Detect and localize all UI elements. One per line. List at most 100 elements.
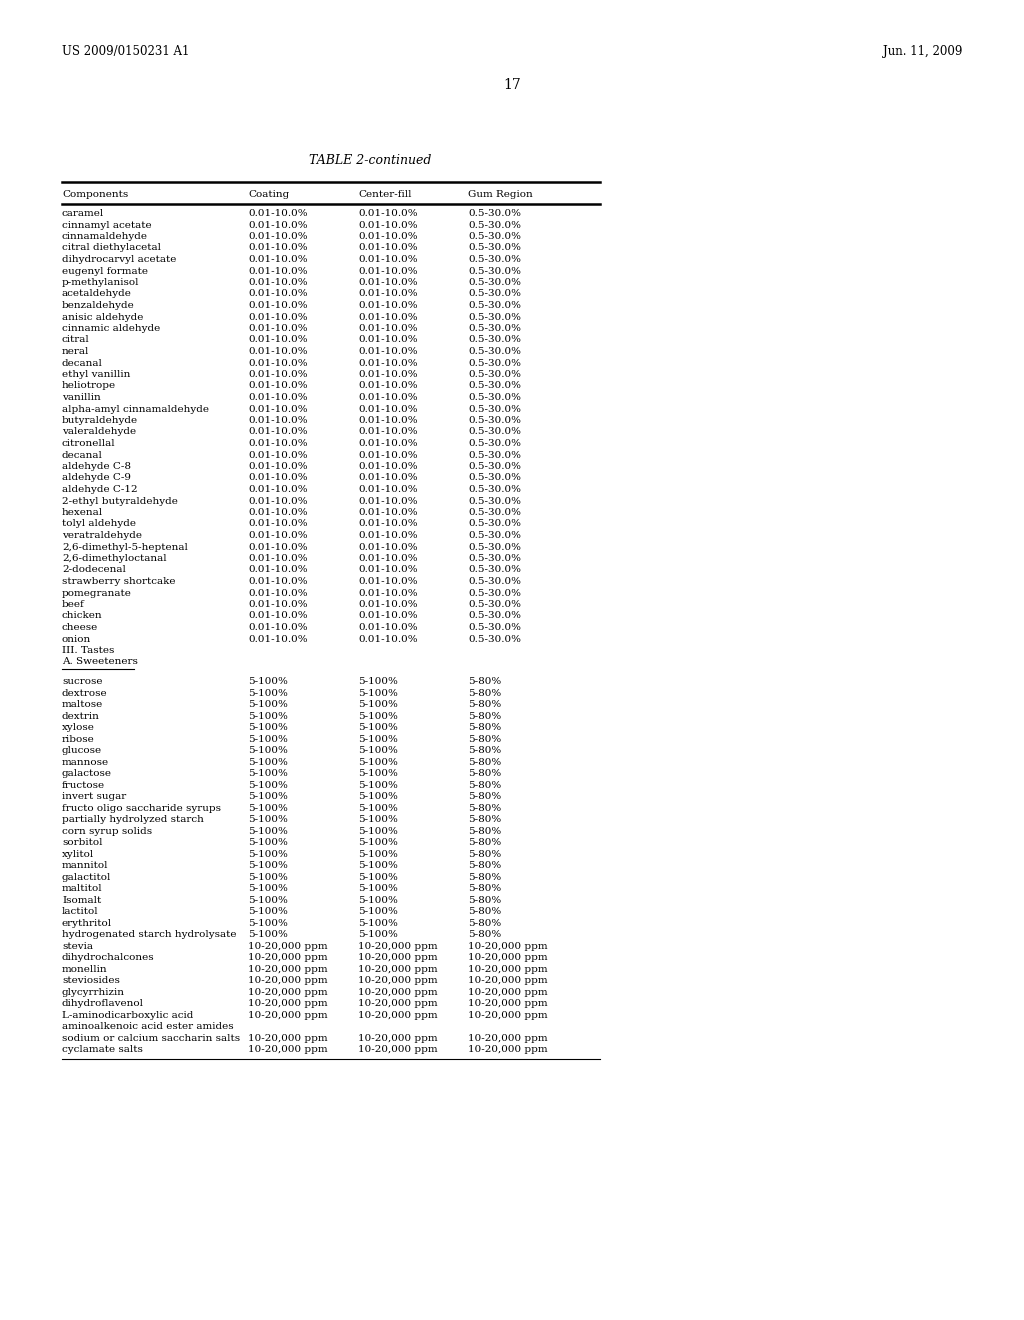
Text: 0.5-30.0%: 0.5-30.0% xyxy=(468,381,521,391)
Text: 5-100%: 5-100% xyxy=(248,850,288,858)
Text: benzaldehyde: benzaldehyde xyxy=(62,301,135,310)
Text: xylitol: xylitol xyxy=(62,850,94,858)
Text: 0.01-10.0%: 0.01-10.0% xyxy=(248,393,307,403)
Text: 0.01-10.0%: 0.01-10.0% xyxy=(358,416,418,425)
Text: 0.01-10.0%: 0.01-10.0% xyxy=(248,255,307,264)
Text: glucose: glucose xyxy=(62,746,102,755)
Text: 5-100%: 5-100% xyxy=(358,746,398,755)
Text: 0.01-10.0%: 0.01-10.0% xyxy=(248,416,307,425)
Text: 0.5-30.0%: 0.5-30.0% xyxy=(468,209,521,218)
Text: 0.5-30.0%: 0.5-30.0% xyxy=(468,450,521,459)
Text: dextrin: dextrin xyxy=(62,711,100,721)
Text: 0.5-30.0%: 0.5-30.0% xyxy=(468,577,521,586)
Text: 0.5-30.0%: 0.5-30.0% xyxy=(468,623,521,632)
Text: 0.01-10.0%: 0.01-10.0% xyxy=(358,565,418,574)
Text: 5-100%: 5-100% xyxy=(248,677,288,686)
Text: 0.01-10.0%: 0.01-10.0% xyxy=(358,370,418,379)
Text: 10-20,000 ppm: 10-20,000 ppm xyxy=(248,1045,328,1055)
Text: 5-80%: 5-80% xyxy=(468,884,502,894)
Text: 5-80%: 5-80% xyxy=(468,919,502,928)
Text: 0.5-30.0%: 0.5-30.0% xyxy=(468,531,521,540)
Text: 0.5-30.0%: 0.5-30.0% xyxy=(468,289,521,298)
Text: 0.01-10.0%: 0.01-10.0% xyxy=(248,335,307,345)
Text: 0.01-10.0%: 0.01-10.0% xyxy=(358,601,418,609)
Text: 0.01-10.0%: 0.01-10.0% xyxy=(358,347,418,356)
Text: 10-20,000 ppm: 10-20,000 ppm xyxy=(248,941,328,950)
Text: 5-80%: 5-80% xyxy=(468,723,502,733)
Text: 0.5-30.0%: 0.5-30.0% xyxy=(468,554,521,564)
Text: 0.01-10.0%: 0.01-10.0% xyxy=(358,220,418,230)
Text: 5-100%: 5-100% xyxy=(248,689,288,697)
Text: veratraldehyde: veratraldehyde xyxy=(62,531,142,540)
Text: alpha-amyl cinnamaldehyde: alpha-amyl cinnamaldehyde xyxy=(62,404,209,413)
Text: 0.01-10.0%: 0.01-10.0% xyxy=(358,393,418,403)
Text: 5-100%: 5-100% xyxy=(248,711,288,721)
Text: 0.01-10.0%: 0.01-10.0% xyxy=(358,496,418,506)
Text: 0.01-10.0%: 0.01-10.0% xyxy=(358,635,418,644)
Text: hydrogenated starch hydrolysate: hydrogenated starch hydrolysate xyxy=(62,931,237,939)
Text: 0.5-30.0%: 0.5-30.0% xyxy=(468,267,521,276)
Text: 10-20,000 ppm: 10-20,000 ppm xyxy=(248,1011,328,1019)
Text: 0.01-10.0%: 0.01-10.0% xyxy=(358,289,418,298)
Text: 5-100%: 5-100% xyxy=(358,723,398,733)
Text: 5-80%: 5-80% xyxy=(468,814,502,824)
Text: maltose: maltose xyxy=(62,700,103,709)
Text: 2-dodecenal: 2-dodecenal xyxy=(62,565,126,574)
Text: Jun. 11, 2009: Jun. 11, 2009 xyxy=(883,45,962,58)
Text: aldehyde C-8: aldehyde C-8 xyxy=(62,462,131,471)
Text: cinnamaldehyde: cinnamaldehyde xyxy=(62,232,148,242)
Text: 0.5-30.0%: 0.5-30.0% xyxy=(468,220,521,230)
Text: 5-100%: 5-100% xyxy=(358,677,398,686)
Text: 5-100%: 5-100% xyxy=(248,758,288,767)
Text: aminoalkenoic acid ester amides: aminoalkenoic acid ester amides xyxy=(62,1022,233,1031)
Text: 0.01-10.0%: 0.01-10.0% xyxy=(358,611,418,620)
Text: 0.01-10.0%: 0.01-10.0% xyxy=(248,508,307,517)
Text: 0.01-10.0%: 0.01-10.0% xyxy=(358,543,418,552)
Text: 0.01-10.0%: 0.01-10.0% xyxy=(248,565,307,574)
Text: 10-20,000 ppm: 10-20,000 ppm xyxy=(358,999,437,1008)
Text: 0.5-30.0%: 0.5-30.0% xyxy=(468,462,521,471)
Text: 0.5-30.0%: 0.5-30.0% xyxy=(468,484,521,494)
Text: 5-100%: 5-100% xyxy=(358,895,398,904)
Text: 0.01-10.0%: 0.01-10.0% xyxy=(248,611,307,620)
Text: 10-20,000 ppm: 10-20,000 ppm xyxy=(248,975,328,985)
Text: 5-100%: 5-100% xyxy=(358,804,398,813)
Text: 5-80%: 5-80% xyxy=(468,734,502,743)
Text: 0.5-30.0%: 0.5-30.0% xyxy=(468,243,521,252)
Text: 5-80%: 5-80% xyxy=(468,711,502,721)
Text: Gum Region: Gum Region xyxy=(468,190,532,199)
Text: 0.01-10.0%: 0.01-10.0% xyxy=(358,428,418,437)
Text: TABLE 2-continued: TABLE 2-continued xyxy=(309,153,431,166)
Text: chicken: chicken xyxy=(62,611,102,620)
Text: 0.01-10.0%: 0.01-10.0% xyxy=(248,474,307,483)
Text: 5-100%: 5-100% xyxy=(358,700,398,709)
Text: 5-80%: 5-80% xyxy=(468,850,502,858)
Text: 5-80%: 5-80% xyxy=(468,838,502,847)
Text: 0.01-10.0%: 0.01-10.0% xyxy=(358,381,418,391)
Text: 0.5-30.0%: 0.5-30.0% xyxy=(468,601,521,609)
Text: 0.01-10.0%: 0.01-10.0% xyxy=(248,450,307,459)
Text: 10-20,000 ppm: 10-20,000 ppm xyxy=(468,999,548,1008)
Text: 10-20,000 ppm: 10-20,000 ppm xyxy=(468,941,548,950)
Text: 0.01-10.0%: 0.01-10.0% xyxy=(248,232,307,242)
Text: 5-100%: 5-100% xyxy=(358,826,398,836)
Text: 0.5-30.0%: 0.5-30.0% xyxy=(468,370,521,379)
Text: pomegranate: pomegranate xyxy=(62,589,132,598)
Text: III. Tastes: III. Tastes xyxy=(62,645,115,655)
Text: 0.01-10.0%: 0.01-10.0% xyxy=(248,531,307,540)
Text: 5-100%: 5-100% xyxy=(248,723,288,733)
Text: 0.01-10.0%: 0.01-10.0% xyxy=(248,381,307,391)
Text: 5-100%: 5-100% xyxy=(248,780,288,789)
Text: xylose: xylose xyxy=(62,723,95,733)
Text: citral: citral xyxy=(62,335,90,345)
Text: 5-100%: 5-100% xyxy=(358,770,398,777)
Text: 0.01-10.0%: 0.01-10.0% xyxy=(248,440,307,447)
Text: 0.5-30.0%: 0.5-30.0% xyxy=(468,496,521,506)
Text: 10-20,000 ppm: 10-20,000 ppm xyxy=(248,987,328,997)
Text: 0.01-10.0%: 0.01-10.0% xyxy=(248,543,307,552)
Text: 0.01-10.0%: 0.01-10.0% xyxy=(248,279,307,286)
Text: 0.01-10.0%: 0.01-10.0% xyxy=(358,508,418,517)
Text: 0.01-10.0%: 0.01-10.0% xyxy=(358,243,418,252)
Text: 0.01-10.0%: 0.01-10.0% xyxy=(248,209,307,218)
Text: 0.01-10.0%: 0.01-10.0% xyxy=(358,404,418,413)
